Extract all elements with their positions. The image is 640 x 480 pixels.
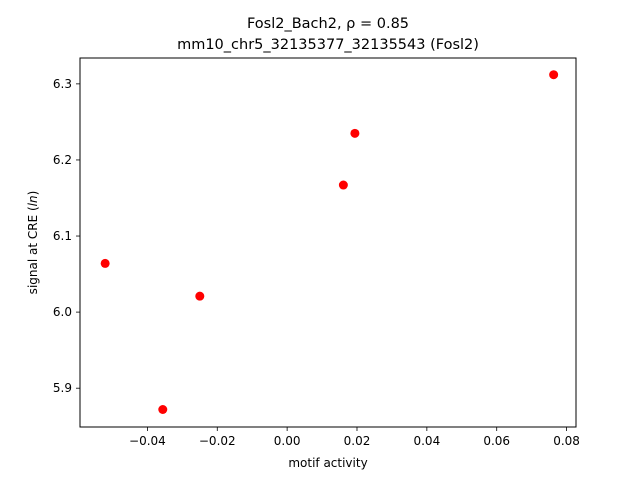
data-point: [195, 291, 205, 301]
y-axis-ticks: 5.9 6.0 6.1 6.2 6.3: [53, 77, 80, 395]
x-tick-label: −0.04: [129, 434, 166, 448]
x-tick-label: 0.08: [553, 434, 580, 448]
x-tick-label: 0.00: [274, 434, 301, 448]
data-point: [100, 258, 110, 268]
chart-title-line2: mm10_chr5_32135377_32135543 (Fosl2): [177, 37, 479, 53]
y-axis-label: signal at CRE (ln): [26, 191, 40, 295]
plot-area-frame: [79, 57, 577, 428]
chart-title-line1: Fosl2_Bach2, ρ = 0.85: [247, 16, 409, 32]
y-tick-label: 6.3: [53, 77, 72, 91]
y-tick-label: 5.9: [53, 381, 72, 395]
y-tick-label: 6.2: [53, 153, 72, 167]
x-tick-label: 0.04: [413, 434, 440, 448]
x-tick-label: 0.02: [344, 434, 371, 448]
data-point: [350, 128, 360, 138]
data-point: [549, 70, 559, 80]
x-axis-ticks: −0.04 −0.02 0.00 0.02 0.04 0.06 0.08: [129, 427, 580, 448]
data-point: [158, 405, 168, 415]
data-points: [100, 70, 559, 415]
data-point: [338, 180, 348, 190]
y-tick-label: 6.1: [53, 229, 72, 243]
x-axis-label: motif activity: [288, 456, 367, 470]
y-tick-label: 6.0: [53, 305, 72, 319]
x-tick-label: −0.02: [199, 434, 236, 448]
x-tick-label: 0.06: [483, 434, 510, 448]
